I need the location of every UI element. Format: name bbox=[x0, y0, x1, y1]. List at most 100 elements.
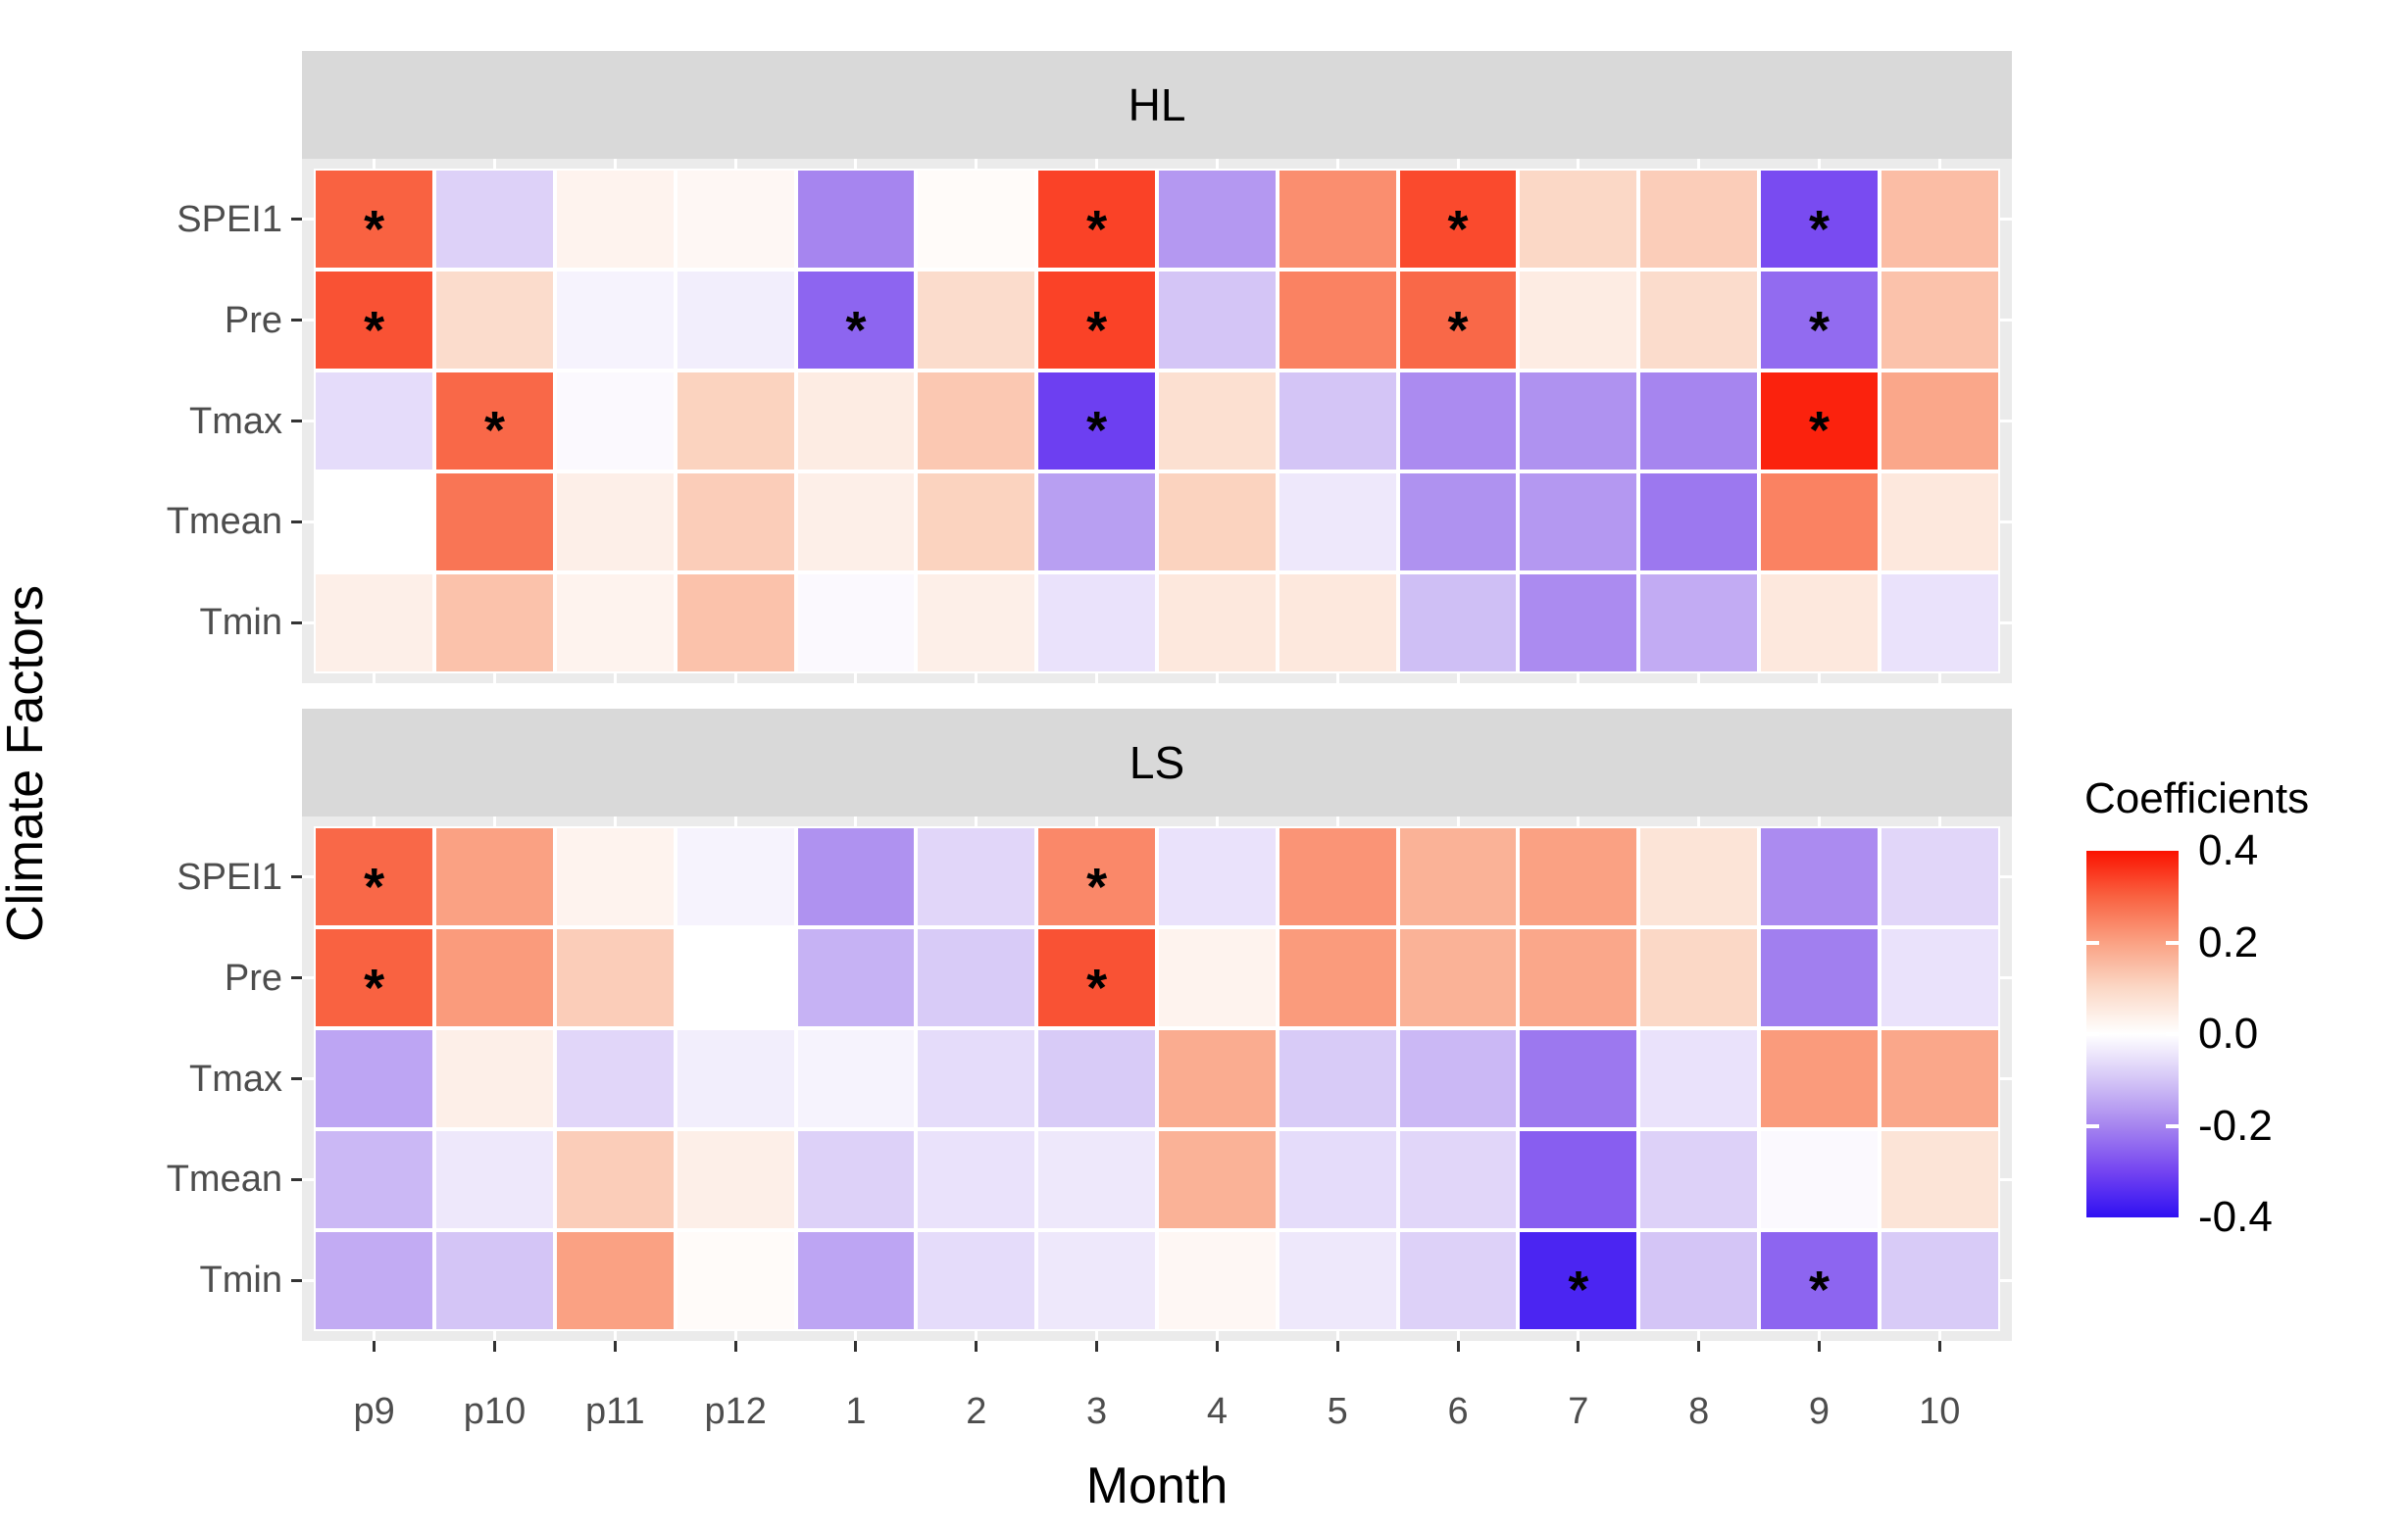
x-tick bbox=[1577, 1341, 1580, 1352]
heatmap-cell bbox=[1277, 1229, 1398, 1331]
heatmap-cell bbox=[1518, 571, 1639, 673]
heatmap-cell bbox=[795, 1128, 917, 1230]
heatmap-cell bbox=[1879, 270, 2000, 371]
heatmap-cell bbox=[434, 1229, 555, 1331]
y-tick-label: Tmin bbox=[199, 1260, 282, 1302]
x-tick bbox=[733, 1341, 737, 1352]
heatmap-cell bbox=[554, 826, 676, 928]
significance-asterisk: * bbox=[1808, 1261, 1830, 1320]
heatmap-cell bbox=[1277, 927, 1398, 1029]
heatmap-cell bbox=[554, 371, 676, 471]
heatmap-cell bbox=[916, 470, 1037, 572]
heatmap-cell bbox=[1879, 470, 2000, 572]
heatmap-cell bbox=[1397, 571, 1519, 673]
heatmap-cell bbox=[434, 169, 555, 271]
legend-title: Coefficients bbox=[2084, 774, 2310, 822]
heatmap-cell: * bbox=[1036, 169, 1157, 271]
heatmap-cell bbox=[675, 927, 796, 1029]
heatmap-cell bbox=[1397, 927, 1519, 1029]
significance-asterisk: * bbox=[1086, 857, 1108, 916]
x-tick-label: p10 bbox=[463, 1391, 527, 1432]
heatmap-cell bbox=[1638, 571, 1760, 673]
heatmap-cell bbox=[795, 1028, 917, 1129]
significance-asterisk: * bbox=[1086, 958, 1108, 1017]
significance-asterisk: * bbox=[1086, 300, 1108, 360]
heatmap-cell bbox=[795, 470, 917, 572]
significance-asterisk: * bbox=[364, 199, 385, 259]
heatmap-cell bbox=[1638, 826, 1760, 928]
heatmap-cell: * bbox=[1759, 169, 1880, 271]
y-tick-label: Tmean bbox=[166, 1159, 282, 1201]
heatmap-cell bbox=[1759, 470, 1880, 572]
heatmap-cell bbox=[1759, 1028, 1880, 1129]
heatmap-cell bbox=[1638, 1028, 1760, 1129]
heatmap-cell bbox=[1157, 470, 1278, 572]
heatmap-cell bbox=[916, 927, 1037, 1029]
heatmap-cell bbox=[1277, 270, 1398, 371]
x-tick-label: 10 bbox=[1919, 1391, 1961, 1432]
legend-tick-mark bbox=[2086, 1032, 2099, 1036]
heatmap-cell bbox=[314, 1128, 435, 1230]
heatmap-cell bbox=[1518, 470, 1639, 572]
y-tick-label: Tmax bbox=[189, 1058, 282, 1100]
heatmap-cell bbox=[1759, 1128, 1880, 1230]
y-tick bbox=[291, 420, 302, 422]
heatmap-cell bbox=[916, 169, 1037, 271]
heatmap-cell bbox=[675, 270, 796, 371]
y-tick bbox=[291, 218, 302, 222]
significance-asterisk: * bbox=[1808, 199, 1830, 259]
x-tick bbox=[975, 1341, 978, 1352]
heatmap-cell bbox=[1397, 1028, 1519, 1129]
heatmap-cell bbox=[1879, 1128, 2000, 1230]
x-tick-label: p12 bbox=[704, 1391, 767, 1432]
x-tick bbox=[1215, 1341, 1219, 1352]
heatmap-cell bbox=[1157, 571, 1278, 673]
heatmap-cell bbox=[1277, 371, 1398, 471]
heatmap-cell bbox=[916, 1028, 1037, 1129]
heatmap-cell: * bbox=[434, 371, 555, 471]
heatmap-cell bbox=[1157, 927, 1278, 1029]
x-tick bbox=[1697, 1341, 1701, 1352]
heatmap-cell: * bbox=[314, 270, 435, 371]
y-tick-label: SPEI1 bbox=[176, 198, 282, 240]
y-tick bbox=[291, 620, 302, 624]
heatmap-cell bbox=[1518, 371, 1639, 471]
y-tick bbox=[291, 520, 302, 523]
y-tick bbox=[291, 1278, 302, 1282]
heatmap-cell bbox=[554, 169, 676, 271]
heatmap-cell: * bbox=[314, 927, 435, 1029]
heatmap-cell bbox=[1036, 1028, 1157, 1129]
y-tick-label: Pre bbox=[224, 299, 282, 341]
heatmap-cell bbox=[1879, 571, 2000, 673]
x-tick bbox=[1817, 1341, 1821, 1352]
heatmap-cell bbox=[1277, 826, 1398, 928]
heatmap-cell bbox=[1397, 1128, 1519, 1230]
x-tick-label: 7 bbox=[1568, 1391, 1589, 1432]
heatmap-cell bbox=[314, 1028, 435, 1129]
heatmap-cell bbox=[1759, 571, 1880, 673]
heatmap-cell: * bbox=[1759, 371, 1880, 471]
heatmap-cell bbox=[1397, 826, 1519, 928]
heatmap-cell bbox=[1036, 1128, 1157, 1230]
heatmap-cell bbox=[554, 927, 676, 1029]
significance-asterisk: * bbox=[364, 958, 385, 1017]
x-axis-title: Month bbox=[1085, 1458, 1229, 1514]
legend-tick-mark bbox=[2166, 1032, 2179, 1036]
heatmap-cell bbox=[916, 371, 1037, 471]
heatmap-cell bbox=[916, 270, 1037, 371]
x-tick bbox=[613, 1341, 617, 1352]
heatmap-cell bbox=[795, 371, 917, 471]
heatmap-cell: * bbox=[1759, 1229, 1880, 1331]
heatmap-cell bbox=[314, 371, 435, 471]
heatmap-cell bbox=[554, 571, 676, 673]
y-tick-label: Pre bbox=[224, 957, 282, 999]
heatmap-cell: * bbox=[1036, 270, 1157, 371]
x-tick-label: 2 bbox=[966, 1391, 987, 1432]
heatmap-cell bbox=[1397, 1229, 1519, 1331]
heatmap-cell: * bbox=[1036, 826, 1157, 928]
significance-asterisk: * bbox=[1808, 401, 1830, 461]
heatmap-cell: * bbox=[1518, 1229, 1639, 1331]
significance-asterisk: * bbox=[845, 300, 867, 360]
significance-asterisk: * bbox=[364, 300, 385, 360]
heatmap-cell bbox=[1879, 169, 2000, 271]
